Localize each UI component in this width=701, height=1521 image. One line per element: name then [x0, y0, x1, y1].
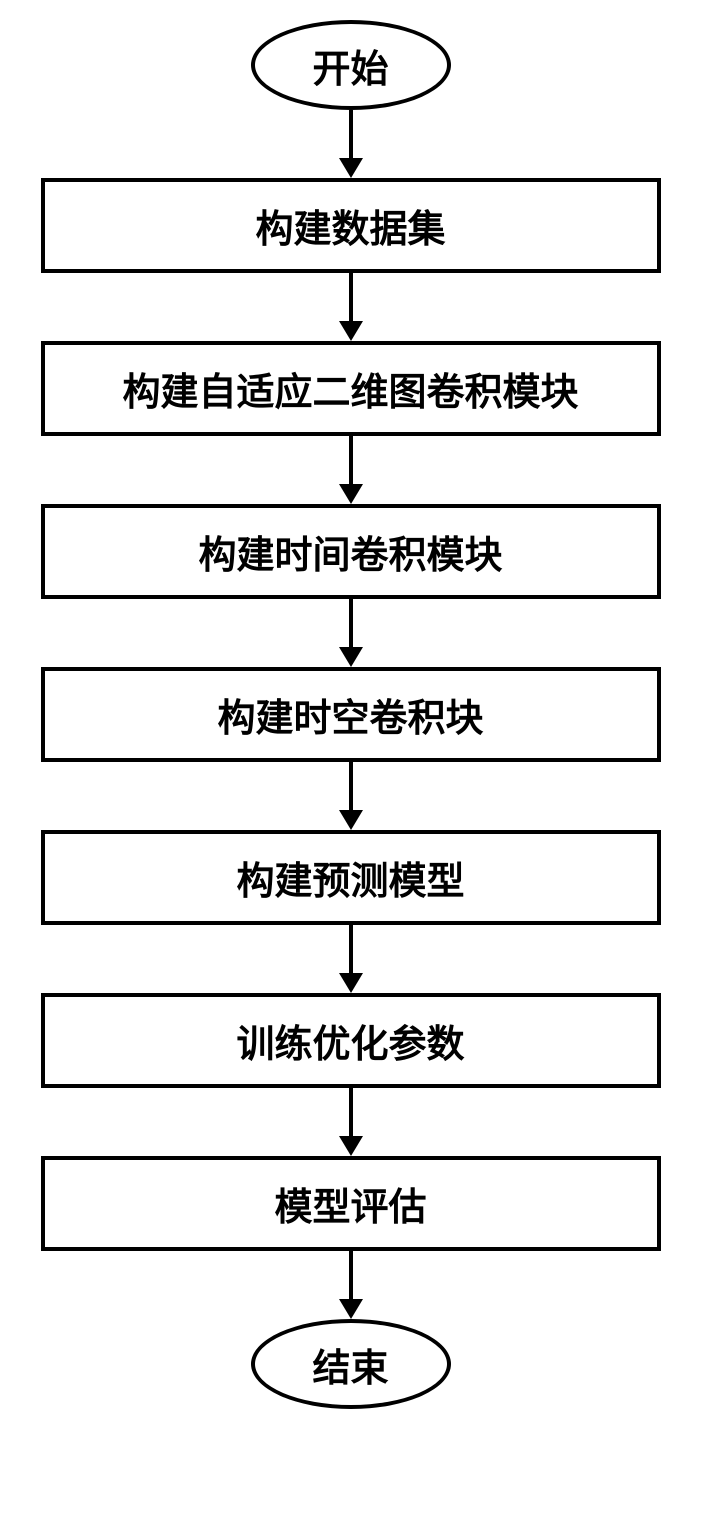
arrow-line-7	[349, 1251, 353, 1299]
arrow-line-6	[349, 1088, 353, 1136]
arrow-head-0	[339, 158, 363, 178]
node-step6: 训练优化参数	[41, 993, 661, 1088]
arrow-line-5	[349, 925, 353, 973]
flowchart-container: 开始构建数据集构建自适应二维图卷积模块构建时间卷积模块构建时空卷积块构建预测模型…	[41, 20, 661, 1409]
node-label-step3: 构建时间卷积模块	[198, 524, 502, 579]
arrow-head-2	[339, 484, 363, 504]
arrow-head-3	[339, 647, 363, 667]
node-label-step7: 模型评估	[274, 1176, 426, 1231]
node-end: 结束	[251, 1319, 451, 1409]
node-label-step5: 构建预测模型	[236, 850, 464, 905]
node-label-step6: 训练优化参数	[236, 1013, 464, 1068]
arrow-line-2	[349, 436, 353, 484]
arrow-line-4	[349, 762, 353, 810]
node-start: 开始	[251, 20, 451, 110]
arrow-line-1	[349, 273, 353, 321]
node-step1: 构建数据集	[41, 178, 661, 273]
arrow-line-0	[349, 110, 353, 158]
node-label-end: 结束	[312, 1337, 388, 1392]
node-step3: 构建时间卷积模块	[41, 504, 661, 599]
arrow-1	[339, 273, 363, 341]
arrow-head-5	[339, 973, 363, 993]
node-step7: 模型评估	[41, 1156, 661, 1251]
node-label-step4: 构建时空卷积块	[217, 687, 483, 742]
arrow-6	[339, 1088, 363, 1156]
node-label-step2: 构建自适应二维图卷积模块	[122, 361, 578, 416]
node-step5: 构建预测模型	[41, 830, 661, 925]
arrow-head-6	[339, 1136, 363, 1156]
node-step2: 构建自适应二维图卷积模块	[41, 341, 661, 436]
arrow-line-3	[349, 599, 353, 647]
arrow-4	[339, 762, 363, 830]
arrow-2	[339, 436, 363, 504]
arrow-5	[339, 925, 363, 993]
arrow-7	[339, 1251, 363, 1319]
arrow-head-7	[339, 1299, 363, 1319]
node-label-start: 开始	[312, 38, 388, 93]
node-label-step1: 构建数据集	[255, 198, 445, 253]
arrow-head-1	[339, 321, 363, 341]
arrow-0	[339, 110, 363, 178]
node-step4: 构建时空卷积块	[41, 667, 661, 762]
arrow-3	[339, 599, 363, 667]
arrow-head-4	[339, 810, 363, 830]
